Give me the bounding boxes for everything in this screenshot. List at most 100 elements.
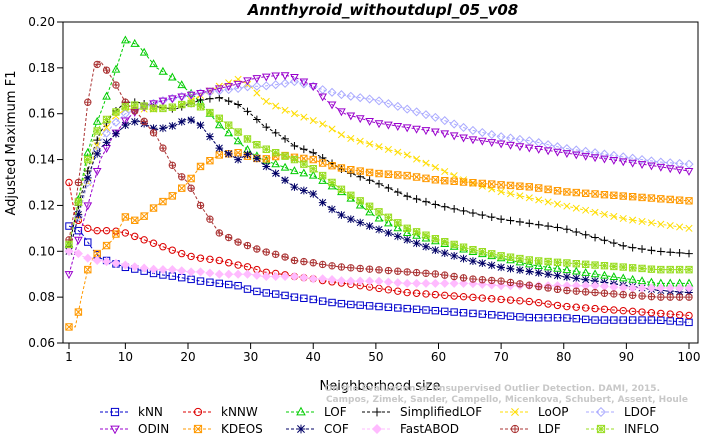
point-ldof [224, 85, 234, 95]
point-cof [253, 154, 261, 163]
point-knnw [563, 302, 571, 311]
point-cof [243, 150, 252, 159]
point-loop [422, 159, 430, 167]
point-fastabod [318, 274, 328, 284]
point-knn [525, 313, 534, 322]
point-ldof [609, 150, 619, 160]
point-ldf [384, 266, 393, 275]
series-line-kdeos [69, 152, 690, 328]
point-fastabod [130, 262, 140, 272]
point-lof [384, 218, 393, 227]
point-cof [685, 288, 693, 297]
point-ldf [159, 144, 167, 152]
point-ldf [394, 267, 402, 275]
point-ldf [638, 292, 646, 300]
point-ldf [149, 129, 158, 137]
point-inflo [459, 243, 468, 251]
point-cof [262, 162, 271, 171]
point-fastabod [186, 267, 196, 277]
point-inflo [131, 101, 139, 109]
point-lof [205, 108, 215, 117]
point-inflo [591, 261, 599, 269]
point-ldf [347, 264, 355, 272]
point-fastabod [327, 275, 337, 285]
series-inflo [65, 99, 693, 274]
point-ldf [572, 287, 580, 295]
point-cof [102, 138, 111, 147]
point-knn [234, 281, 242, 290]
point-lof [534, 261, 544, 270]
legend-label-inflo: INFLO [624, 422, 659, 434]
point-simplifiedlof [685, 249, 693, 258]
point-knn [600, 316, 609, 324]
point-knnw [215, 256, 224, 265]
point-kdeos [431, 176, 440, 184]
legend-item-knn: kNN [100, 405, 163, 419]
point-inflo [506, 253, 515, 261]
point-ldf [525, 281, 534, 289]
point-simplifiedlof [628, 243, 637, 252]
plot-frame [62, 21, 699, 344]
x-tick-label: 70 [493, 350, 508, 364]
point-knn [647, 316, 656, 324]
point-inflo [638, 264, 646, 273]
point-knnw [553, 301, 562, 310]
point-cof [581, 275, 590, 284]
point-odin [421, 127, 431, 136]
point-ldof [261, 81, 271, 91]
point-inflo [168, 103, 177, 111]
point-loop [497, 188, 505, 196]
point-cof [83, 174, 92, 182]
point-knn [347, 300, 355, 309]
x-tick-label: 90 [619, 350, 634, 364]
point-simplifiedlof [638, 245, 646, 253]
point-odin [515, 143, 525, 152]
legend-marker-cof [296, 424, 306, 434]
point-fastabod [224, 269, 234, 279]
point-ldf [281, 253, 289, 261]
point-odin [365, 117, 374, 126]
point-lof [562, 265, 572, 274]
point-ldf [441, 271, 449, 279]
point-inflo [600, 262, 609, 270]
point-knnw [131, 232, 139, 241]
point-inflo [685, 265, 693, 274]
point-knnw [196, 254, 205, 262]
point-knn [309, 295, 317, 304]
point-odin [496, 140, 506, 149]
point-kdeos [610, 191, 618, 200]
point-odin [196, 90, 205, 98]
point-lof [581, 267, 591, 276]
point-ldf [178, 173, 186, 181]
point-knn [300, 294, 308, 302]
point-simplifiedlof [516, 218, 524, 226]
point-inflo [347, 191, 355, 200]
point-knnw [534, 298, 543, 307]
point-ldof [449, 119, 459, 129]
credit-line-1: Campos, Zimek, Sander, Campello, Micenko… [326, 395, 688, 405]
point-kdeos [131, 216, 139, 225]
point-loop [319, 120, 327, 128]
point-cof [478, 259, 487, 268]
point-kdeos [619, 192, 627, 200]
point-knnw [178, 249, 186, 258]
legend-item-fastabod: FastABOD [362, 422, 459, 434]
point-ldof [458, 122, 469, 133]
point-loop [676, 223, 684, 231]
point-knnw [497, 295, 505, 304]
point-fastabod [646, 283, 656, 293]
point-ldof [73, 212, 83, 222]
x-tick-label: 20 [180, 350, 195, 364]
point-lof [177, 80, 187, 89]
point-kdeos [375, 169, 383, 178]
point-cof [300, 186, 308, 195]
legend-item-knnw: kNNW [183, 405, 258, 419]
point-inflo [262, 145, 270, 153]
point-loop [600, 210, 609, 218]
point-lof [402, 228, 412, 237]
point-ldf [657, 293, 665, 301]
point-inflo [337, 185, 346, 194]
point-loop [629, 216, 637, 224]
point-odin [261, 73, 271, 82]
point-ldf [675, 293, 684, 301]
